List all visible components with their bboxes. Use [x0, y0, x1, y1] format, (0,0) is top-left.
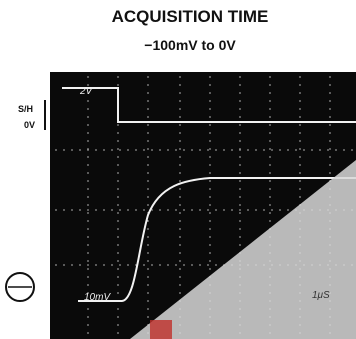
sh-label: S/H [18, 104, 33, 114]
page: ACQUISITION TIME −100mV to 0V 2V 10mV 1μ… [0, 0, 356, 339]
watermark-mark [150, 320, 172, 339]
lower-scale: 10mV [84, 292, 111, 303]
upper-scale: 2V [79, 86, 94, 97]
subtitle: −100mV to 0V [144, 37, 236, 53]
title: ACQUISITION TIME [112, 7, 269, 26]
time-scale: 1μS [312, 290, 330, 301]
zero-label: 0V [24, 120, 35, 130]
